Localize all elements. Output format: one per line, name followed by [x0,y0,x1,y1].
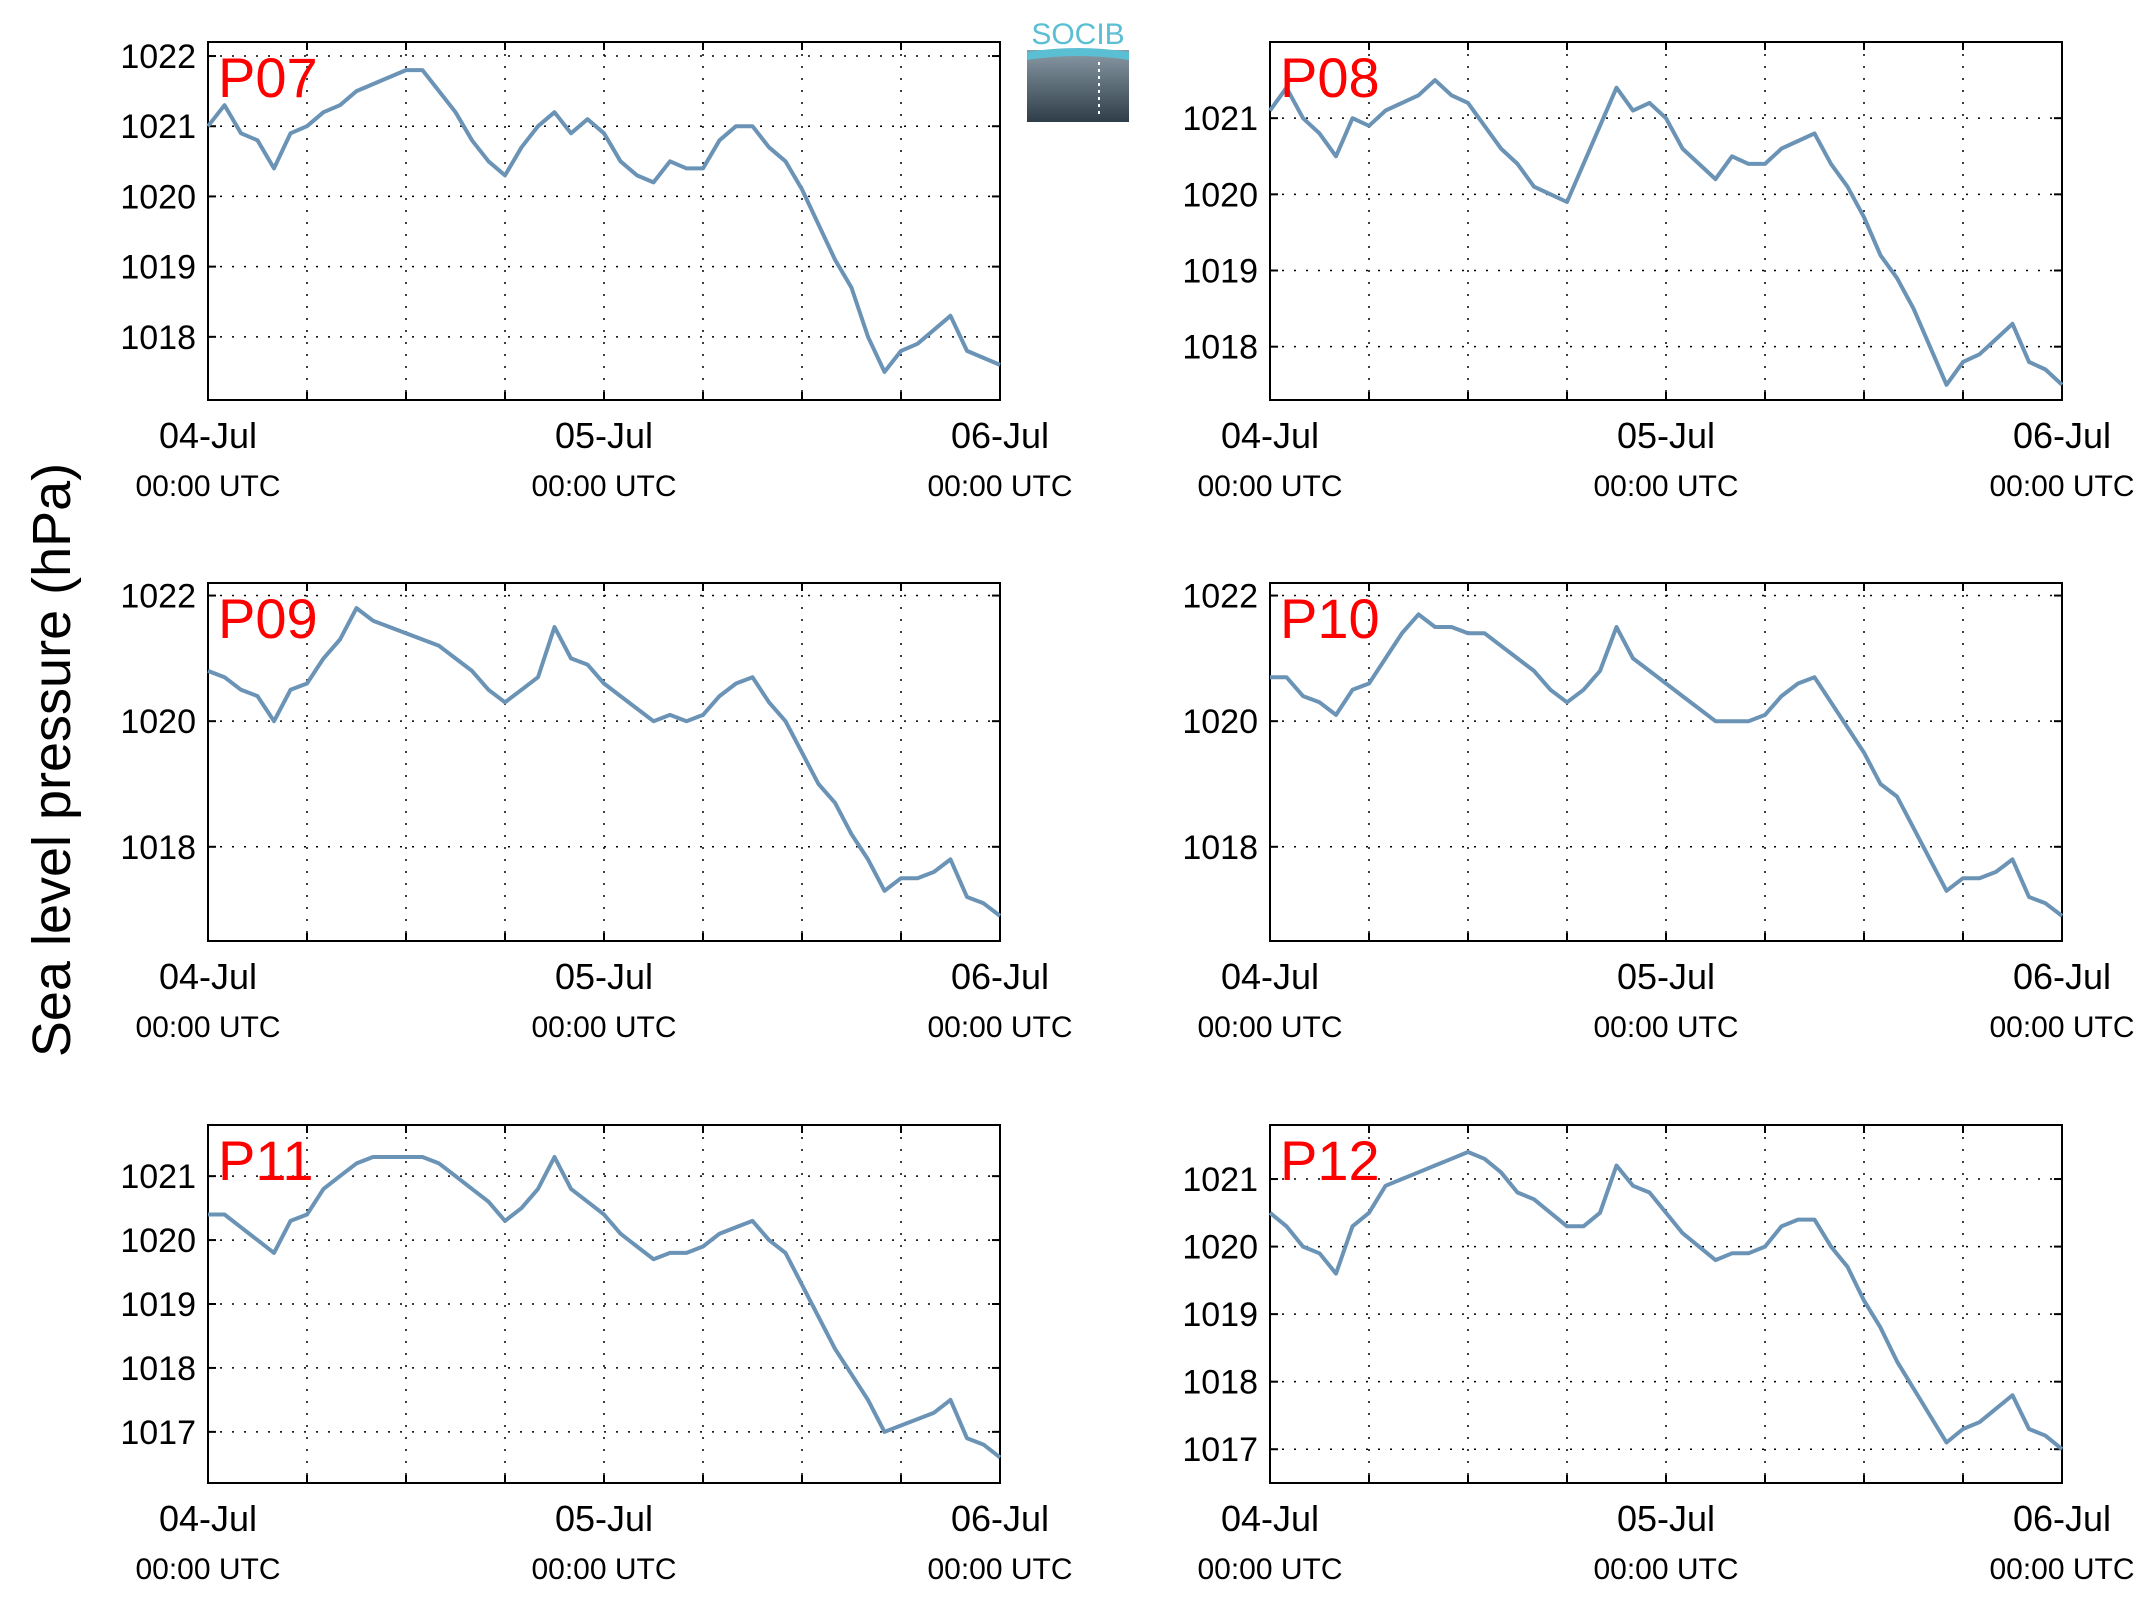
x-tick-label-date: 05-Jul [1617,1498,1715,1539]
x-tick-label-time: 00:00 UTC [135,1011,280,1044]
panel-title: P08 [1280,46,1380,109]
y-axis-label: Sea level pressure (hPa) [22,463,82,1057]
x-tick-label-time: 00:00 UTC [1593,470,1738,503]
x-tick-label-time: 00:00 UTC [1197,1011,1342,1044]
x-tick-label-time: 00:00 UTC [927,1553,1072,1586]
x-tick-label-time: 00:00 UTC [531,1553,676,1586]
x-tick-label-time: 00:00 UTC [1197,1553,1342,1586]
logo-block [1027,50,1129,122]
y-tick-label: 1020 [1182,1229,1258,1267]
x-tick-label-time: 00:00 UTC [135,470,280,503]
series-line-p07 [206,68,1001,374]
socib-logo: SOCIB [1027,18,1129,122]
panel-title: P12 [1280,1129,1380,1192]
series-line-p08 [1268,78,2064,387]
x-tick-label-date: 05-Jul [555,1498,653,1539]
chart-panel-p07: 1018 1019 1020 1021 1022 04-Jul 00:00 UTC 05-Ju… [120,38,1072,503]
y-tick-label: 1020 [1182,703,1258,741]
logo-wave [1027,48,1129,60]
x-tick-label-time: 00:00 UTC [135,1553,280,1586]
panel-title: P09 [218,587,318,650]
panel-title: P11 [218,1129,313,1192]
panels-group: 1018 1019 1020 1021 1022 04-Jul 00:00 UTC 05-Ju… [120,38,2134,1586]
chart-panel-p12: 1017 1018 1019 1020 1021 04-Jul 00:00 UTC 05-Ju… [1182,1124,2135,1586]
x-tick-label-date: 05-Jul [555,415,653,456]
chart-panel-p10: 1018 1020 1022 04-Jul 00:00 UTC 05-Jul 00:00 U… [1182,578,2134,1044]
y-tick-label: 1018 [120,829,196,867]
x-tick-label-time: 00:00 UTC [927,470,1072,503]
y-tick-label: 1018 [1182,829,1258,867]
chart-panel-p09: 1018 1020 1022 04-Jul 00:00 UTC 05-Jul 00:00 U… [120,578,1072,1044]
y-tick-label: 1018 [120,1350,196,1388]
x-tick-label-time: 00:00 UTC [1989,470,2134,503]
x-tick-label-time: 00:00 UTC [1989,1011,2134,1044]
y-tick-label: 1021 [1182,1161,1258,1199]
x-tick-label-date: 04-Jul [159,1498,257,1539]
y-tick-label: 1022 [120,578,196,616]
x-tick-label-date: 04-Jul [1221,415,1319,456]
x-tick-label-time: 00:00 UTC [927,1011,1072,1044]
x-tick-label-time: 00:00 UTC [1593,1011,1738,1044]
x-tick-label-time: 00:00 UTC [531,1011,676,1044]
x-tick-label-time: 00:00 UTC [1593,1553,1738,1586]
y-tick-label: 1018 [1182,329,1258,367]
y-tick-label: 1022 [120,38,196,76]
x-tick-label-date: 06-Jul [2013,956,2111,997]
y-tick-label: 1019 [120,249,196,287]
y-tick-label: 1021 [120,1158,196,1196]
y-tick-label: 1018 [1182,1364,1258,1402]
y-tick-label: 1020 [120,703,196,741]
y-tick-label: 1022 [1182,578,1258,616]
x-tick-label-date: 04-Jul [1221,956,1319,997]
x-tick-label-time: 00:00 UTC [531,470,676,503]
series-line-p12 [1268,1150,2064,1451]
y-tick-label: 1017 [120,1414,196,1452]
x-tick-label-date: 05-Jul [555,956,653,997]
series-line-p10 [1270,612,2064,918]
x-tick-label-date: 06-Jul [951,956,1049,997]
x-tick-label-date: 05-Jul [1617,956,1715,997]
x-tick-label-date: 04-Jul [159,956,257,997]
y-tick-label: 1019 [1182,253,1258,291]
y-tick-label: 1017 [1182,1431,1258,1469]
series-line-p09 [207,606,1002,918]
y-tick-label: 1019 [120,1286,196,1324]
y-tick-label: 1020 [120,1222,196,1260]
x-tick-label-date: 06-Jul [2013,415,2111,456]
y-tick-label: 1020 [120,178,196,216]
plot-area-frame [207,41,1001,401]
logo-text: SOCIB [1031,18,1124,51]
x-tick-label-date: 06-Jul [951,1498,1049,1539]
x-tick-label-date: 04-Jul [1221,1498,1319,1539]
chart-panel-p08: 1018 1019 1020 1021 04-Jul 00:00 UTC 05-Jul 00:… [1182,41,2135,503]
y-tick-label: 1018 [120,319,196,357]
y-tick-label: 1019 [1182,1296,1258,1334]
panel-title: P10 [1280,587,1380,650]
series-line-p11 [208,1155,1002,1459]
x-tick-label-date: 06-Jul [2013,1498,2111,1539]
y-tick-label: 1021 [1182,100,1258,138]
x-tick-label-time: 00:00 UTC [1989,1553,2134,1586]
y-tick-label: 1020 [1182,176,1258,214]
x-tick-label-date: 06-Jul [951,415,1049,456]
y-tick-label: 1021 [120,108,196,146]
chart-panel-p11: 1017 1018 1019 1020 1021 04-Jul 00:00 UTC 05-Ju… [120,1124,1073,1586]
panel-title: P07 [218,46,318,109]
x-tick-label-date: 05-Jul [1617,415,1715,456]
x-tick-label-date: 04-Jul [159,415,257,456]
x-tick-label-time: 00:00 UTC [1197,470,1342,503]
